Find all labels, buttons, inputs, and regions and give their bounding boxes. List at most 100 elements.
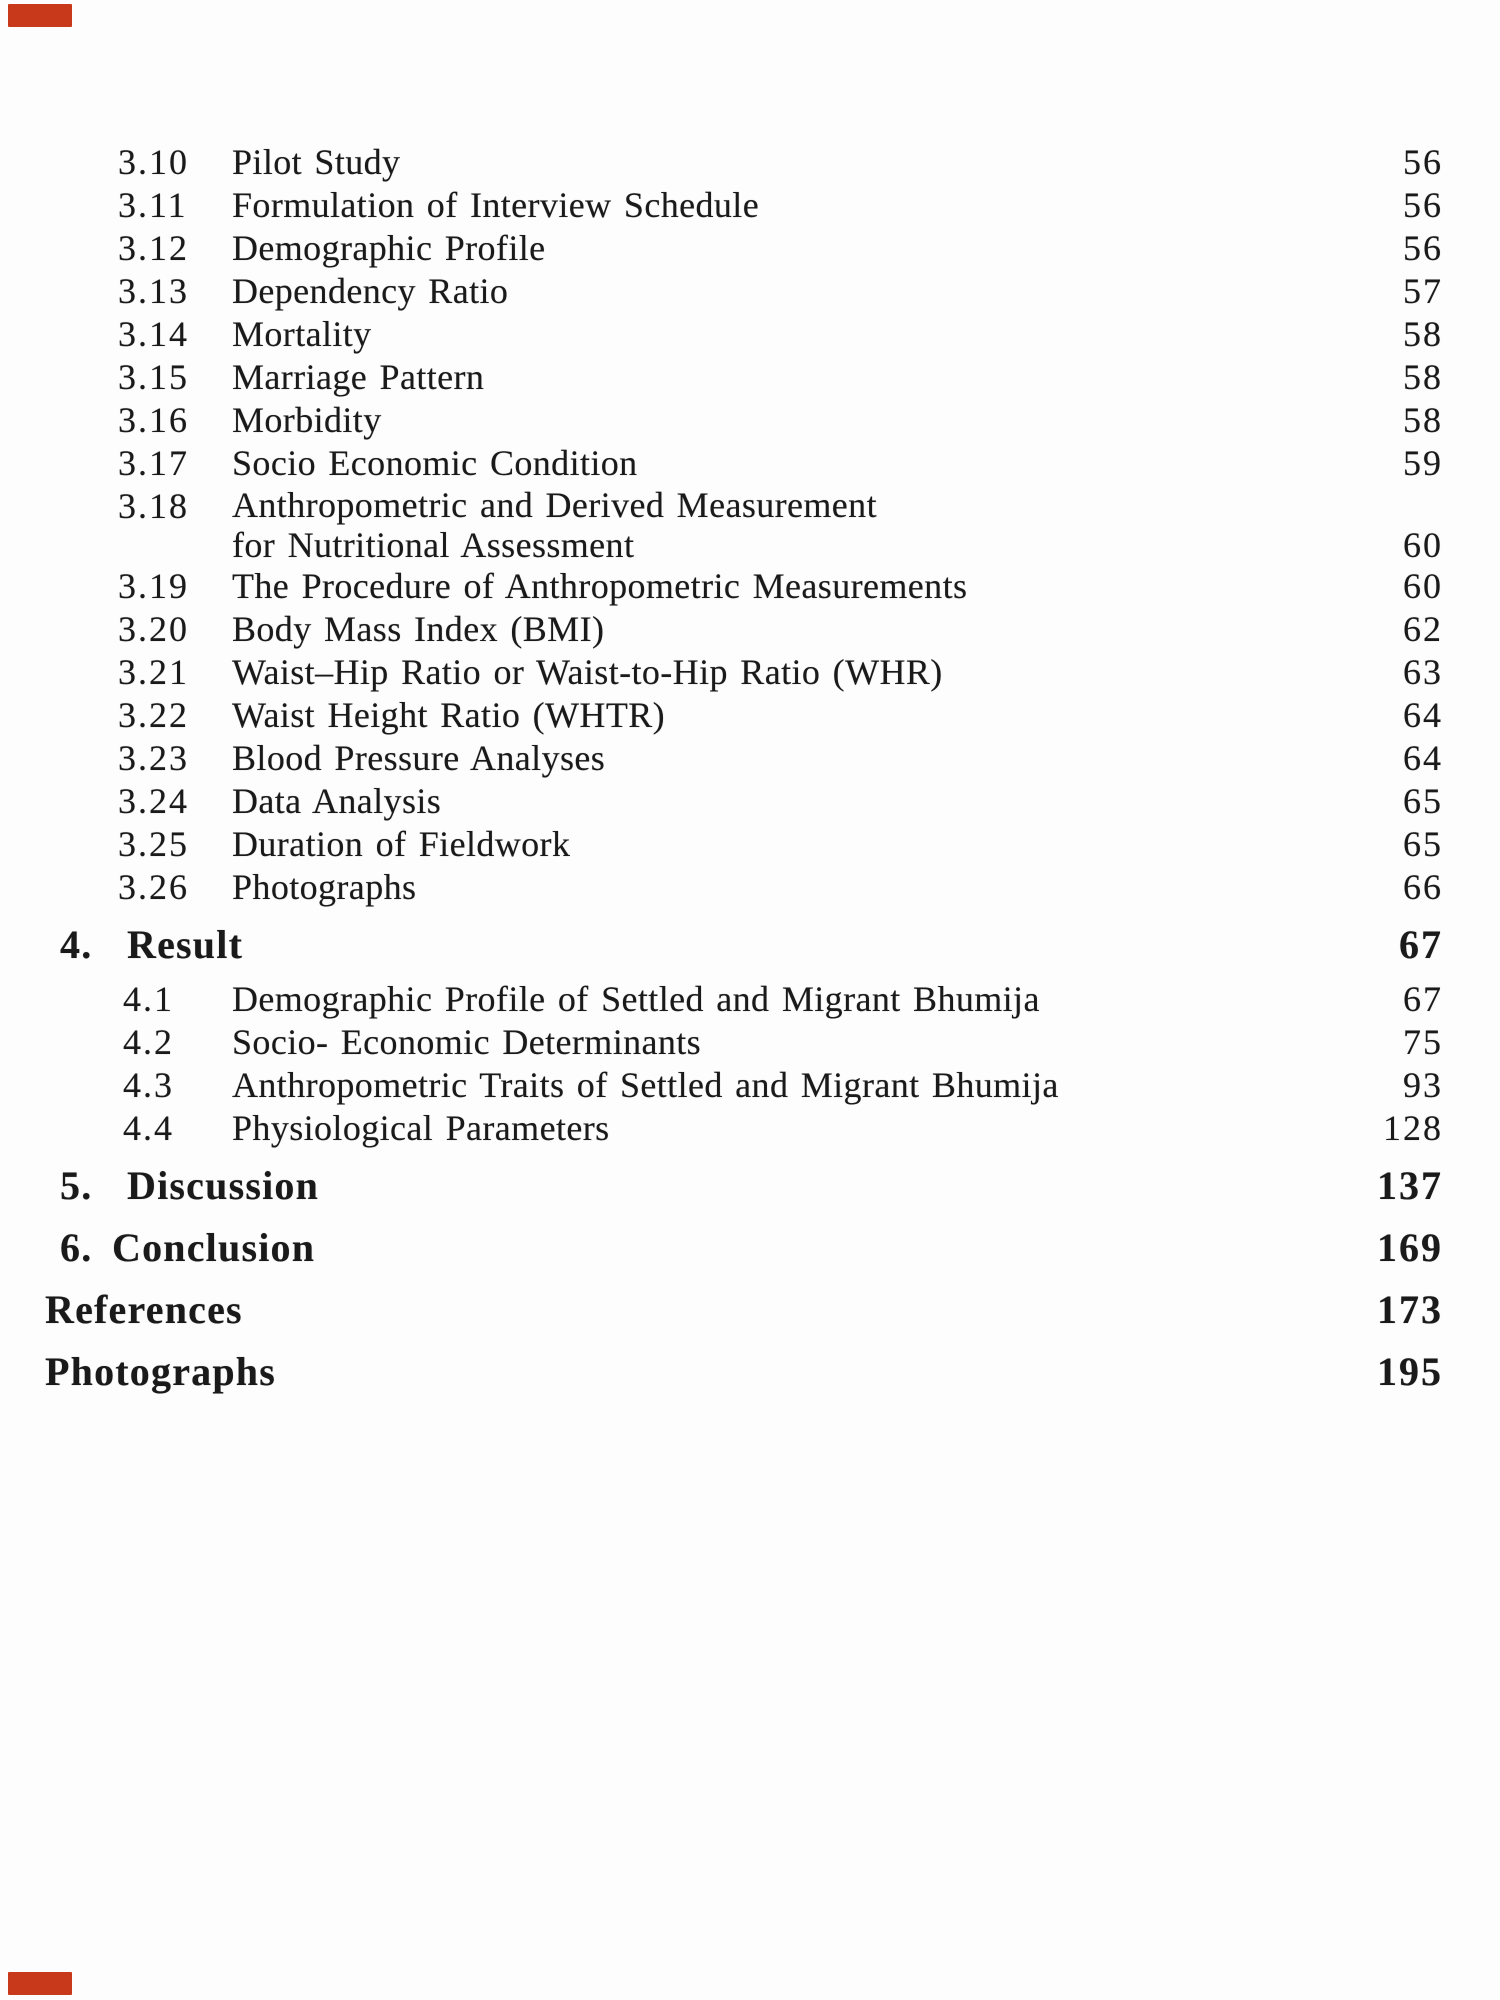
toc-entry-number: 3.17 [118,443,189,483]
toc-entry-page: 58 [1403,357,1443,397]
toc-entry-label: Data Analysis [232,781,442,821]
toc-entry-page: 66 [1403,867,1443,907]
toc-entry-label: Blood Pressure Analyses [232,738,606,778]
toc-entry-page: 58 [1403,314,1443,354]
toc-entry: 3.16 Morbidity 58 [0,399,1500,442]
toc-entry: 6. Conclusion 169 [0,1222,1500,1274]
toc-entry: 3.24 Data Analysis 65 [0,780,1500,823]
toc-entry-label-continued: for Nutritional Assessment [232,525,635,565]
toc-entry-number: 3.14 [118,314,189,354]
scan-corner-marker-top-left [8,4,72,27]
toc-entry-label: Conclusion [112,1225,316,1270]
toc-entry-page: 56 [1403,142,1443,182]
toc-entry: 3.18 Anthropometric and Derived Measureme… [0,485,1500,565]
toc-entry-label: Pilot Study [232,142,401,182]
table-of-contents: 3.10 Pilot Study 56 3.11 Formulation of Inte… [0,141,1500,1398]
toc-entry-label: References [45,1287,243,1332]
toc-entry-page: 58 [1403,400,1443,440]
toc-entry: 4.4 Physiological Parameters 128 [0,1107,1500,1150]
toc-entry-label: Physiological Parameters [232,1108,610,1148]
toc-entry-label: Anthropometric and Derived Measurement [232,485,877,525]
toc-entry-page: 67 [1403,979,1443,1019]
toc-entry-label: Demographic Profile of Settled and Migra… [232,979,1040,1019]
toc-entry-number: 3.24 [118,781,189,821]
toc-entry: 4. Result 67 [0,919,1500,971]
toc-entry-page: 62 [1403,609,1443,649]
toc-entry-number: 3.10 [118,142,189,182]
toc-entry-page: 65 [1403,781,1443,821]
toc-entry-page: 64 [1403,695,1443,735]
toc-entry-page: 56 [1403,228,1443,268]
toc-entry: 3.11 Formulation of Interview Schedule 56 [0,184,1500,227]
toc-entry-line: for Nutritional Assessment 60 [232,525,1500,565]
toc-entry-number: 4.2 [123,1022,174,1062]
toc-entry: Photographs 195 [0,1346,1500,1398]
toc-entry-page: 56 [1403,185,1443,225]
toc-entry-label-wrap: Anthropometric and Derived Measurement fo… [232,485,1500,565]
toc-entry-page: 60 [1403,525,1443,565]
toc-entry-label: Demographic Profile [232,228,546,268]
toc-entry-page: 195 [1377,1349,1443,1394]
toc-entry: References 173 [0,1284,1500,1336]
toc-entry-line: Anthropometric and Derived Measurement [232,485,1500,525]
toc-entry: 3.22 Waist Height Ratio (WHTR) 64 [0,694,1500,737]
toc-entry: 3.15 Marriage Pattern 58 [0,356,1500,399]
toc-entry-page: 137 [1377,1163,1443,1208]
toc-entry-number: 3.26 [118,867,189,907]
toc-entry-label: Photographs [45,1349,277,1394]
scan-corner-marker-bottom-left [8,1972,72,1995]
toc-entry-page: 67 [1399,922,1443,967]
toc-entry-page: 57 [1403,271,1443,311]
toc-entry-label: Body Mass Index (BMI) [232,609,605,649]
toc-entry-number: 3.25 [118,824,189,864]
toc-entry-page: 169 [1377,1225,1443,1270]
toc-entry: 4.2 Socio- Economic Determinants 75 [0,1021,1500,1064]
toc-entry-label: Waist Height Ratio (WHTR) [232,695,666,735]
toc-entry-number: 3.13 [118,271,189,311]
toc-entry: 3.14 Mortality 58 [0,313,1500,356]
toc-entry-label: Socio Economic Condition [232,443,638,483]
toc-entry-label: Morbidity [232,400,382,440]
toc-entry: 3.26 Photographs 66 [0,866,1500,909]
toc-entry-number: 3.20 [118,609,189,649]
toc-entry-number: 3.21 [118,652,189,692]
toc-entry-page: 93 [1403,1065,1443,1105]
toc-entry-number: 4. [60,922,93,967]
toc-entry: 3.12 Demographic Profile 56 [0,227,1500,270]
toc-entry-page: 65 [1403,824,1443,864]
toc-entry: 3.25 Duration of Fieldwork 65 [0,823,1500,866]
toc-entry-number: 3.19 [118,566,189,606]
toc-entry: 3.17 Socio Economic Condition 59 [0,442,1500,485]
toc-entry-number: 6. [60,1225,93,1270]
toc-entry-number: 4.4 [123,1108,174,1148]
toc-entry-label: Waist–Hip Ratio or Waist-to-Hip Ratio (W… [232,652,943,692]
toc-entry: 4.3 Anthropometric Traits of Settled and … [0,1064,1500,1107]
toc-entry-number: 4.3 [123,1065,174,1105]
toc-entry: 3.20 Body Mass Index (BMI) 62 [0,608,1500,651]
toc-entry: 3.23 Blood Pressure Analyses 64 [0,737,1500,780]
toc-entry-label: Discussion [127,1163,320,1208]
toc-entry-label: Socio- Economic Determinants [232,1022,702,1062]
toc-entry-label: Result [127,922,244,967]
toc-entry-number: 3.23 [118,738,189,778]
toc-entry-label: Photographs [232,867,417,907]
toc-entry-label: Dependency Ratio [232,271,509,311]
toc-entry-page: 173 [1377,1287,1443,1332]
toc-entry: 3.19 The Procedure of Anthropometric Meas… [0,565,1500,608]
toc-entry-page: 128 [1383,1108,1443,1148]
toc-entry-label: Duration of Fieldwork [232,824,571,864]
toc-entry-label: Mortality [232,314,372,354]
toc-entry-number: 3.22 [118,695,189,735]
toc-entry-page: 59 [1403,443,1443,483]
toc-entry: 4.1 Demographic Profile of Settled and Mi… [0,978,1500,1021]
toc-entry-label: Formulation of Interview Schedule [232,185,760,225]
toc-entry-page: 63 [1403,652,1443,692]
toc-entry: 3.21 Waist–Hip Ratio or Waist-to-Hip Rati… [0,651,1500,694]
toc-entry-page: 75 [1403,1022,1443,1062]
toc-entry-number: 3.15 [118,357,189,397]
toc-entry-number: 4.1 [123,979,174,1019]
toc-entry-label: Marriage Pattern [232,357,485,397]
toc-entry-number: 3.12 [118,228,189,268]
toc-entry-number: 3.18 [118,486,189,526]
